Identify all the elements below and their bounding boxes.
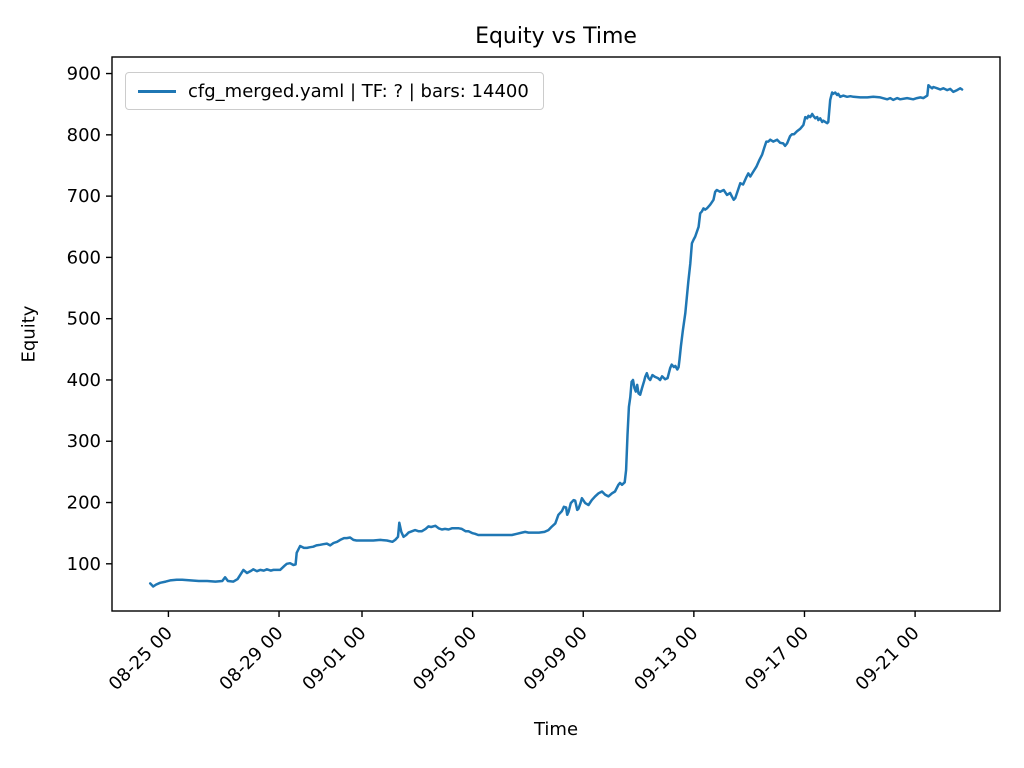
y-tick-label: 700 — [67, 186, 101, 207]
x-axis-label: Time — [533, 719, 579, 740]
y-tick-label: 900 — [67, 64, 101, 85]
legend-line-sample — [138, 89, 176, 93]
x-tick-label: 09-01 00 — [298, 623, 370, 695]
legend: cfg_merged.yaml | TF: ? | bars: 14400 — [125, 72, 544, 110]
y-tick-label: 600 — [67, 247, 101, 268]
equity-line — [148, 83, 964, 588]
legend-label: cfg_merged.yaml | TF: ? | bars: 14400 — [188, 80, 529, 102]
x-tick-label: 09-13 00 — [630, 623, 702, 695]
y-axis-label: Equity — [18, 305, 40, 363]
x-tick-label: 09-05 00 — [409, 623, 481, 695]
chart-title: Equity vs Time — [475, 24, 637, 49]
y-tick-label: 500 — [67, 309, 101, 330]
x-tick-label: 09-21 00 — [852, 623, 924, 695]
x-tick-label: 08-25 00 — [105, 623, 177, 695]
x-tick-label: 09-17 00 — [741, 623, 813, 695]
x-tick-label: 09-09 00 — [520, 623, 592, 695]
y-tick-label: 100 — [67, 554, 101, 575]
y-tick-label: 300 — [67, 431, 101, 452]
axes-frame — [111, 56, 1001, 612]
y-tick-label: 400 — [67, 370, 101, 391]
y-tick-label: 200 — [67, 493, 101, 514]
x-tick-label: 08-29 00 — [215, 623, 287, 695]
y-tick-label: 800 — [67, 125, 101, 146]
